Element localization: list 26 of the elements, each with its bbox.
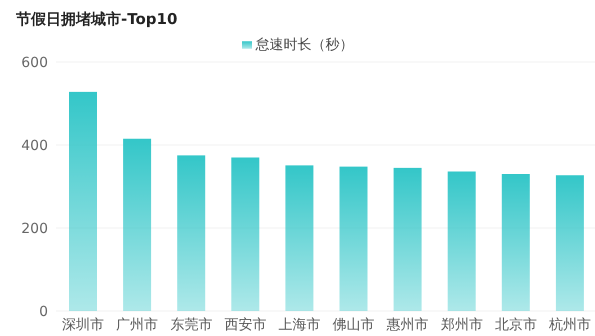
x-tick-label: 郑州市 <box>440 316 483 333</box>
legend-label: 怠速时长（秒） <box>256 37 354 53</box>
y-tick-label: 200 <box>21 220 48 237</box>
bar <box>285 165 314 311</box>
x-tick-label: 杭州市 <box>548 316 591 333</box>
bar <box>448 172 476 311</box>
y-tick-label: 0 <box>39 304 48 320</box>
x-tick-label: 东莞市 <box>170 316 212 333</box>
bar <box>556 175 584 311</box>
y-tick-label: 600 <box>21 54 48 71</box>
x-tick-label: 惠州市 <box>386 316 429 333</box>
x-tick-label: 北京市 <box>494 316 537 333</box>
bar <box>123 138 152 311</box>
chart-title: 节假日拥堵城市-Top10 <box>16 10 178 29</box>
x-tick-label: 西安市 <box>224 316 266 333</box>
bar <box>340 166 368 311</box>
bar <box>394 168 422 311</box>
x-tick-label: 深圳市 <box>62 316 104 333</box>
x-tick-label: 广州市 <box>116 316 158 333</box>
bar <box>69 92 97 311</box>
x-tick-label: 佛山市 <box>332 316 375 333</box>
y-tick-label: 400 <box>21 138 48 154</box>
bar <box>177 155 206 311</box>
x-tick-label: 上海市 <box>278 316 320 333</box>
bar <box>231 157 260 311</box>
bar <box>502 174 530 311</box>
